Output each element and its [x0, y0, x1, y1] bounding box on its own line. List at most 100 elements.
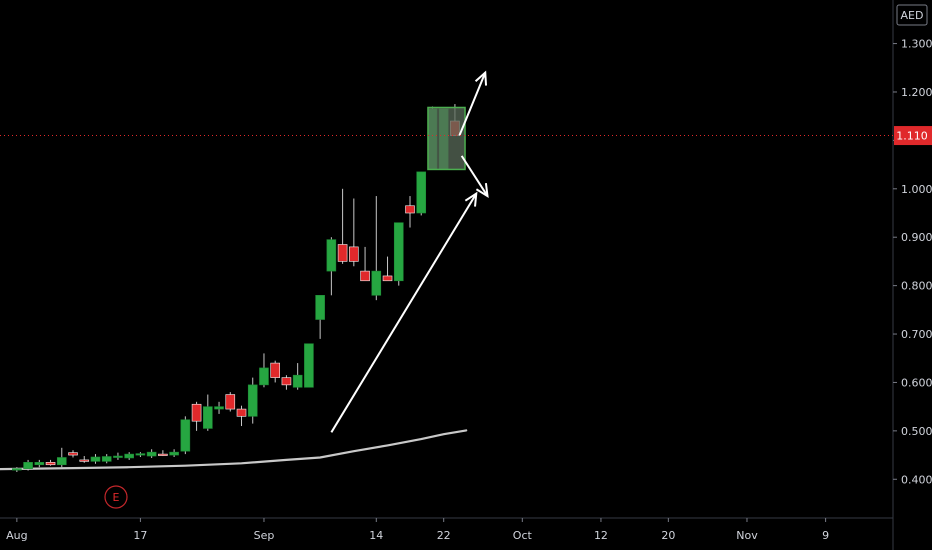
y-tick-label: 1.000 — [901, 183, 932, 196]
highlight-box[interactable] — [427, 106, 466, 171]
candle[interactable] — [135, 452, 146, 458]
y-tick-label: 0.700 — [901, 328, 932, 341]
candle-body — [56, 457, 67, 466]
candle[interactable] — [281, 375, 292, 390]
candle[interactable] — [12, 467, 22, 473]
candle-body — [180, 419, 191, 452]
candle[interactable] — [416, 171, 427, 216]
x-tick-label: 20 — [661, 529, 675, 542]
currency-box[interactable] — [896, 4, 928, 26]
candle-body — [393, 222, 404, 282]
candle-body — [191, 403, 202, 422]
y-tick-label: 0.400 — [901, 473, 932, 486]
candle[interactable] — [90, 454, 101, 464]
candle[interactable] — [23, 459, 33, 471]
earnings-marker[interactable]: E — [104, 485, 128, 509]
candle[interactable] — [68, 450, 78, 458]
candle-body — [371, 270, 382, 296]
candle[interactable] — [304, 343, 314, 388]
candle-body — [45, 462, 56, 466]
candle[interactable] — [315, 295, 325, 339]
y-tick-label: 0.800 — [901, 280, 932, 293]
earnings-label: E — [113, 491, 120, 504]
candle[interactable] — [371, 196, 382, 301]
candle-body — [12, 468, 22, 471]
candle[interactable] — [393, 222, 404, 286]
candle[interactable] — [158, 450, 168, 457]
candle-body — [360, 270, 370, 282]
candle-body — [113, 455, 123, 458]
candle[interactable] — [56, 447, 67, 468]
candle[interactable] — [236, 405, 247, 427]
candle[interactable] — [101, 454, 112, 464]
candle[interactable] — [79, 456, 90, 463]
candle[interactable] — [180, 416, 191, 455]
candle[interactable] — [191, 401, 202, 431]
candle[interactable] — [214, 401, 224, 414]
candle[interactable] — [259, 353, 269, 388]
candle-body — [79, 459, 90, 462]
candle-body — [349, 246, 359, 262]
price-axis[interactable]: AED 1.110 — [894, 4, 932, 146]
up-arrow-head — [474, 70, 488, 86]
candle-body — [292, 374, 303, 388]
moving-average-line — [0, 429, 468, 471]
up-arrow[interactable] — [458, 70, 488, 136]
candle[interactable] — [124, 452, 134, 460]
down-arrow[interactable] — [460, 155, 489, 198]
y-tick-label: 0.500 — [901, 425, 932, 438]
candle[interactable] — [247, 377, 258, 424]
candle-body — [34, 462, 45, 466]
candle-body — [101, 456, 112, 462]
candle[interactable] — [113, 452, 123, 460]
candle[interactable] — [146, 449, 157, 458]
last-price-badge — [894, 126, 932, 146]
candle[interactable] — [360, 246, 370, 282]
candle-body — [416, 171, 427, 214]
candle[interactable] — [337, 188, 348, 264]
candle[interactable] — [169, 449, 179, 458]
candle-body — [68, 452, 78, 456]
candle-body — [23, 462, 33, 469]
y-tick-label: 0.600 — [901, 376, 932, 389]
candle[interactable] — [382, 256, 393, 282]
last-price-label: 1.110 — [896, 130, 928, 143]
candle[interactable] — [405, 196, 415, 228]
candle-body — [326, 239, 337, 272]
down-arrow-shaft — [460, 155, 489, 197]
y-tick-label: 0.900 — [901, 231, 932, 244]
candle-body — [315, 295, 325, 320]
candle-body — [337, 244, 348, 262]
candle[interactable] — [326, 237, 337, 296]
candle[interactable] — [349, 198, 359, 267]
x-tick-label: Aug — [6, 529, 27, 542]
x-tick-label: 14 — [369, 529, 383, 542]
candle-body — [124, 453, 134, 459]
candle[interactable] — [34, 459, 45, 468]
candle[interactable] — [292, 363, 303, 390]
candle-body — [405, 205, 415, 214]
trend-arrow[interactable] — [330, 191, 478, 433]
candle-body — [304, 343, 314, 388]
candle[interactable] — [225, 392, 236, 412]
candle-body — [236, 408, 247, 417]
candle-body — [247, 384, 258, 417]
candle-body — [135, 453, 146, 456]
x-tick-label: Sep — [254, 529, 275, 542]
trend-arrow-shaft — [330, 193, 478, 433]
x-tick-label: 17 — [133, 529, 147, 542]
candle-body — [259, 367, 269, 386]
candle[interactable] — [45, 459, 56, 466]
y-tick-label: 1.300 — [901, 38, 932, 51]
candle-body — [382, 275, 393, 282]
candle[interactable] — [203, 394, 213, 431]
x-tick-label: 22 — [437, 529, 451, 542]
x-tick-label: 9 — [822, 529, 829, 542]
candle-body — [90, 456, 101, 462]
candle[interactable] — [270, 360, 281, 383]
x-tick-label: Nov — [736, 529, 758, 542]
candle-body — [214, 406, 224, 410]
x-tick-label: Oct — [513, 529, 533, 542]
